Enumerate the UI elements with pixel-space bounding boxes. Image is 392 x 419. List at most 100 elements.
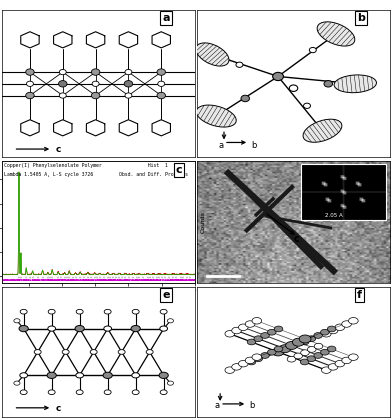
Circle shape (20, 309, 27, 314)
Circle shape (289, 85, 298, 91)
Circle shape (104, 326, 112, 331)
Circle shape (76, 390, 83, 395)
Text: 2.05 A: 2.05 A (325, 212, 343, 217)
Circle shape (118, 349, 125, 354)
Circle shape (132, 390, 139, 395)
Circle shape (14, 319, 20, 323)
Text: Lambda 1.5405 A, L-S cycle 3726         Obsd. and Diff. Profiles: Lambda 1.5405 A, L-S cycle 3726 Obsd. an… (4, 172, 188, 177)
Circle shape (34, 349, 41, 354)
Circle shape (92, 81, 99, 86)
Circle shape (26, 92, 34, 99)
Circle shape (314, 343, 323, 349)
Circle shape (348, 318, 358, 324)
Circle shape (132, 309, 139, 314)
Circle shape (247, 339, 256, 345)
Ellipse shape (334, 75, 376, 93)
Circle shape (254, 336, 263, 341)
Circle shape (328, 327, 338, 334)
Text: a: a (214, 401, 220, 411)
Circle shape (307, 336, 316, 341)
Circle shape (252, 354, 261, 360)
Circle shape (167, 381, 174, 385)
Circle shape (157, 69, 165, 75)
Circle shape (14, 381, 20, 385)
Circle shape (321, 329, 329, 335)
Bar (301, 164, 386, 220)
Circle shape (232, 327, 241, 334)
Text: c: c (176, 165, 182, 175)
Circle shape (90, 349, 97, 354)
Circle shape (241, 95, 249, 102)
Circle shape (58, 80, 67, 87)
Circle shape (160, 326, 167, 331)
Text: a: a (162, 13, 170, 23)
Circle shape (328, 364, 338, 370)
Circle shape (104, 309, 111, 314)
Circle shape (27, 81, 33, 86)
Circle shape (167, 319, 174, 323)
Circle shape (59, 93, 66, 98)
Circle shape (299, 335, 311, 343)
Circle shape (261, 352, 269, 358)
Circle shape (254, 356, 263, 362)
Circle shape (47, 372, 56, 378)
Y-axis label: Counts: Counts (201, 211, 205, 233)
Circle shape (157, 92, 165, 99)
Circle shape (62, 349, 69, 354)
Circle shape (321, 349, 329, 355)
Circle shape (261, 333, 269, 339)
Text: d: d (357, 166, 365, 176)
Circle shape (59, 70, 66, 75)
Circle shape (91, 69, 100, 75)
Circle shape (125, 93, 132, 98)
Circle shape (307, 347, 316, 352)
Circle shape (267, 349, 276, 355)
Circle shape (303, 103, 310, 109)
Circle shape (300, 359, 309, 365)
Circle shape (286, 341, 298, 349)
Circle shape (232, 364, 241, 370)
Circle shape (158, 81, 165, 86)
Circle shape (103, 372, 112, 378)
Text: a: a (218, 141, 223, 150)
Circle shape (146, 349, 153, 354)
Circle shape (75, 326, 84, 332)
Circle shape (327, 326, 336, 332)
Circle shape (321, 331, 331, 337)
Circle shape (125, 70, 132, 75)
Circle shape (273, 72, 283, 80)
Circle shape (238, 324, 248, 331)
Circle shape (131, 326, 140, 332)
Circle shape (300, 339, 309, 345)
Circle shape (342, 357, 351, 364)
Circle shape (314, 352, 322, 358)
Circle shape (324, 80, 332, 87)
Circle shape (20, 373, 27, 378)
Circle shape (19, 326, 28, 332)
Circle shape (236, 62, 243, 67)
Circle shape (292, 338, 304, 346)
Circle shape (342, 321, 351, 327)
Circle shape (76, 309, 83, 314)
Circle shape (294, 353, 303, 359)
Circle shape (245, 321, 255, 327)
Circle shape (76, 373, 83, 378)
Circle shape (335, 324, 345, 331)
Circle shape (348, 354, 358, 360)
Text: f: f (357, 290, 362, 300)
Circle shape (301, 350, 309, 356)
Circle shape (309, 47, 316, 53)
Circle shape (245, 357, 255, 364)
Circle shape (274, 346, 283, 352)
Text: c: c (56, 145, 62, 154)
Circle shape (238, 360, 248, 367)
Circle shape (91, 92, 100, 99)
Circle shape (48, 309, 55, 314)
Circle shape (307, 356, 316, 362)
Text: c: c (56, 404, 62, 413)
Text: b: b (249, 401, 254, 411)
Circle shape (267, 329, 276, 335)
Circle shape (247, 359, 256, 365)
Ellipse shape (196, 105, 236, 127)
Circle shape (160, 309, 167, 314)
